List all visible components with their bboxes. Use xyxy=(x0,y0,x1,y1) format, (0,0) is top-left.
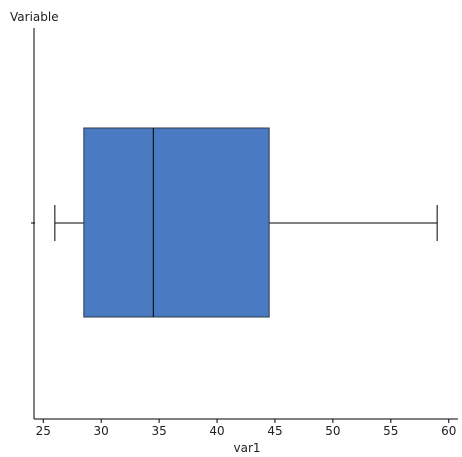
box-plot xyxy=(54,127,438,318)
y-axis-label: Variable xyxy=(10,10,59,24)
x-tick-label: 30 xyxy=(94,424,109,438)
iqr-box xyxy=(83,127,270,318)
x-tick-label: 40 xyxy=(209,424,224,438)
x-tick-label: 25 xyxy=(36,424,51,438)
x-tick-label: 45 xyxy=(267,424,282,438)
x-tick-label: 50 xyxy=(325,424,340,438)
x-ticks: 25 30 35 40 45 50 55 60 xyxy=(36,419,456,438)
x-tick-label: 55 xyxy=(383,424,398,438)
x-axis-label: var1 xyxy=(233,441,260,455)
x-tick-label: 35 xyxy=(151,424,166,438)
x-tick-label: 60 xyxy=(441,424,456,438)
